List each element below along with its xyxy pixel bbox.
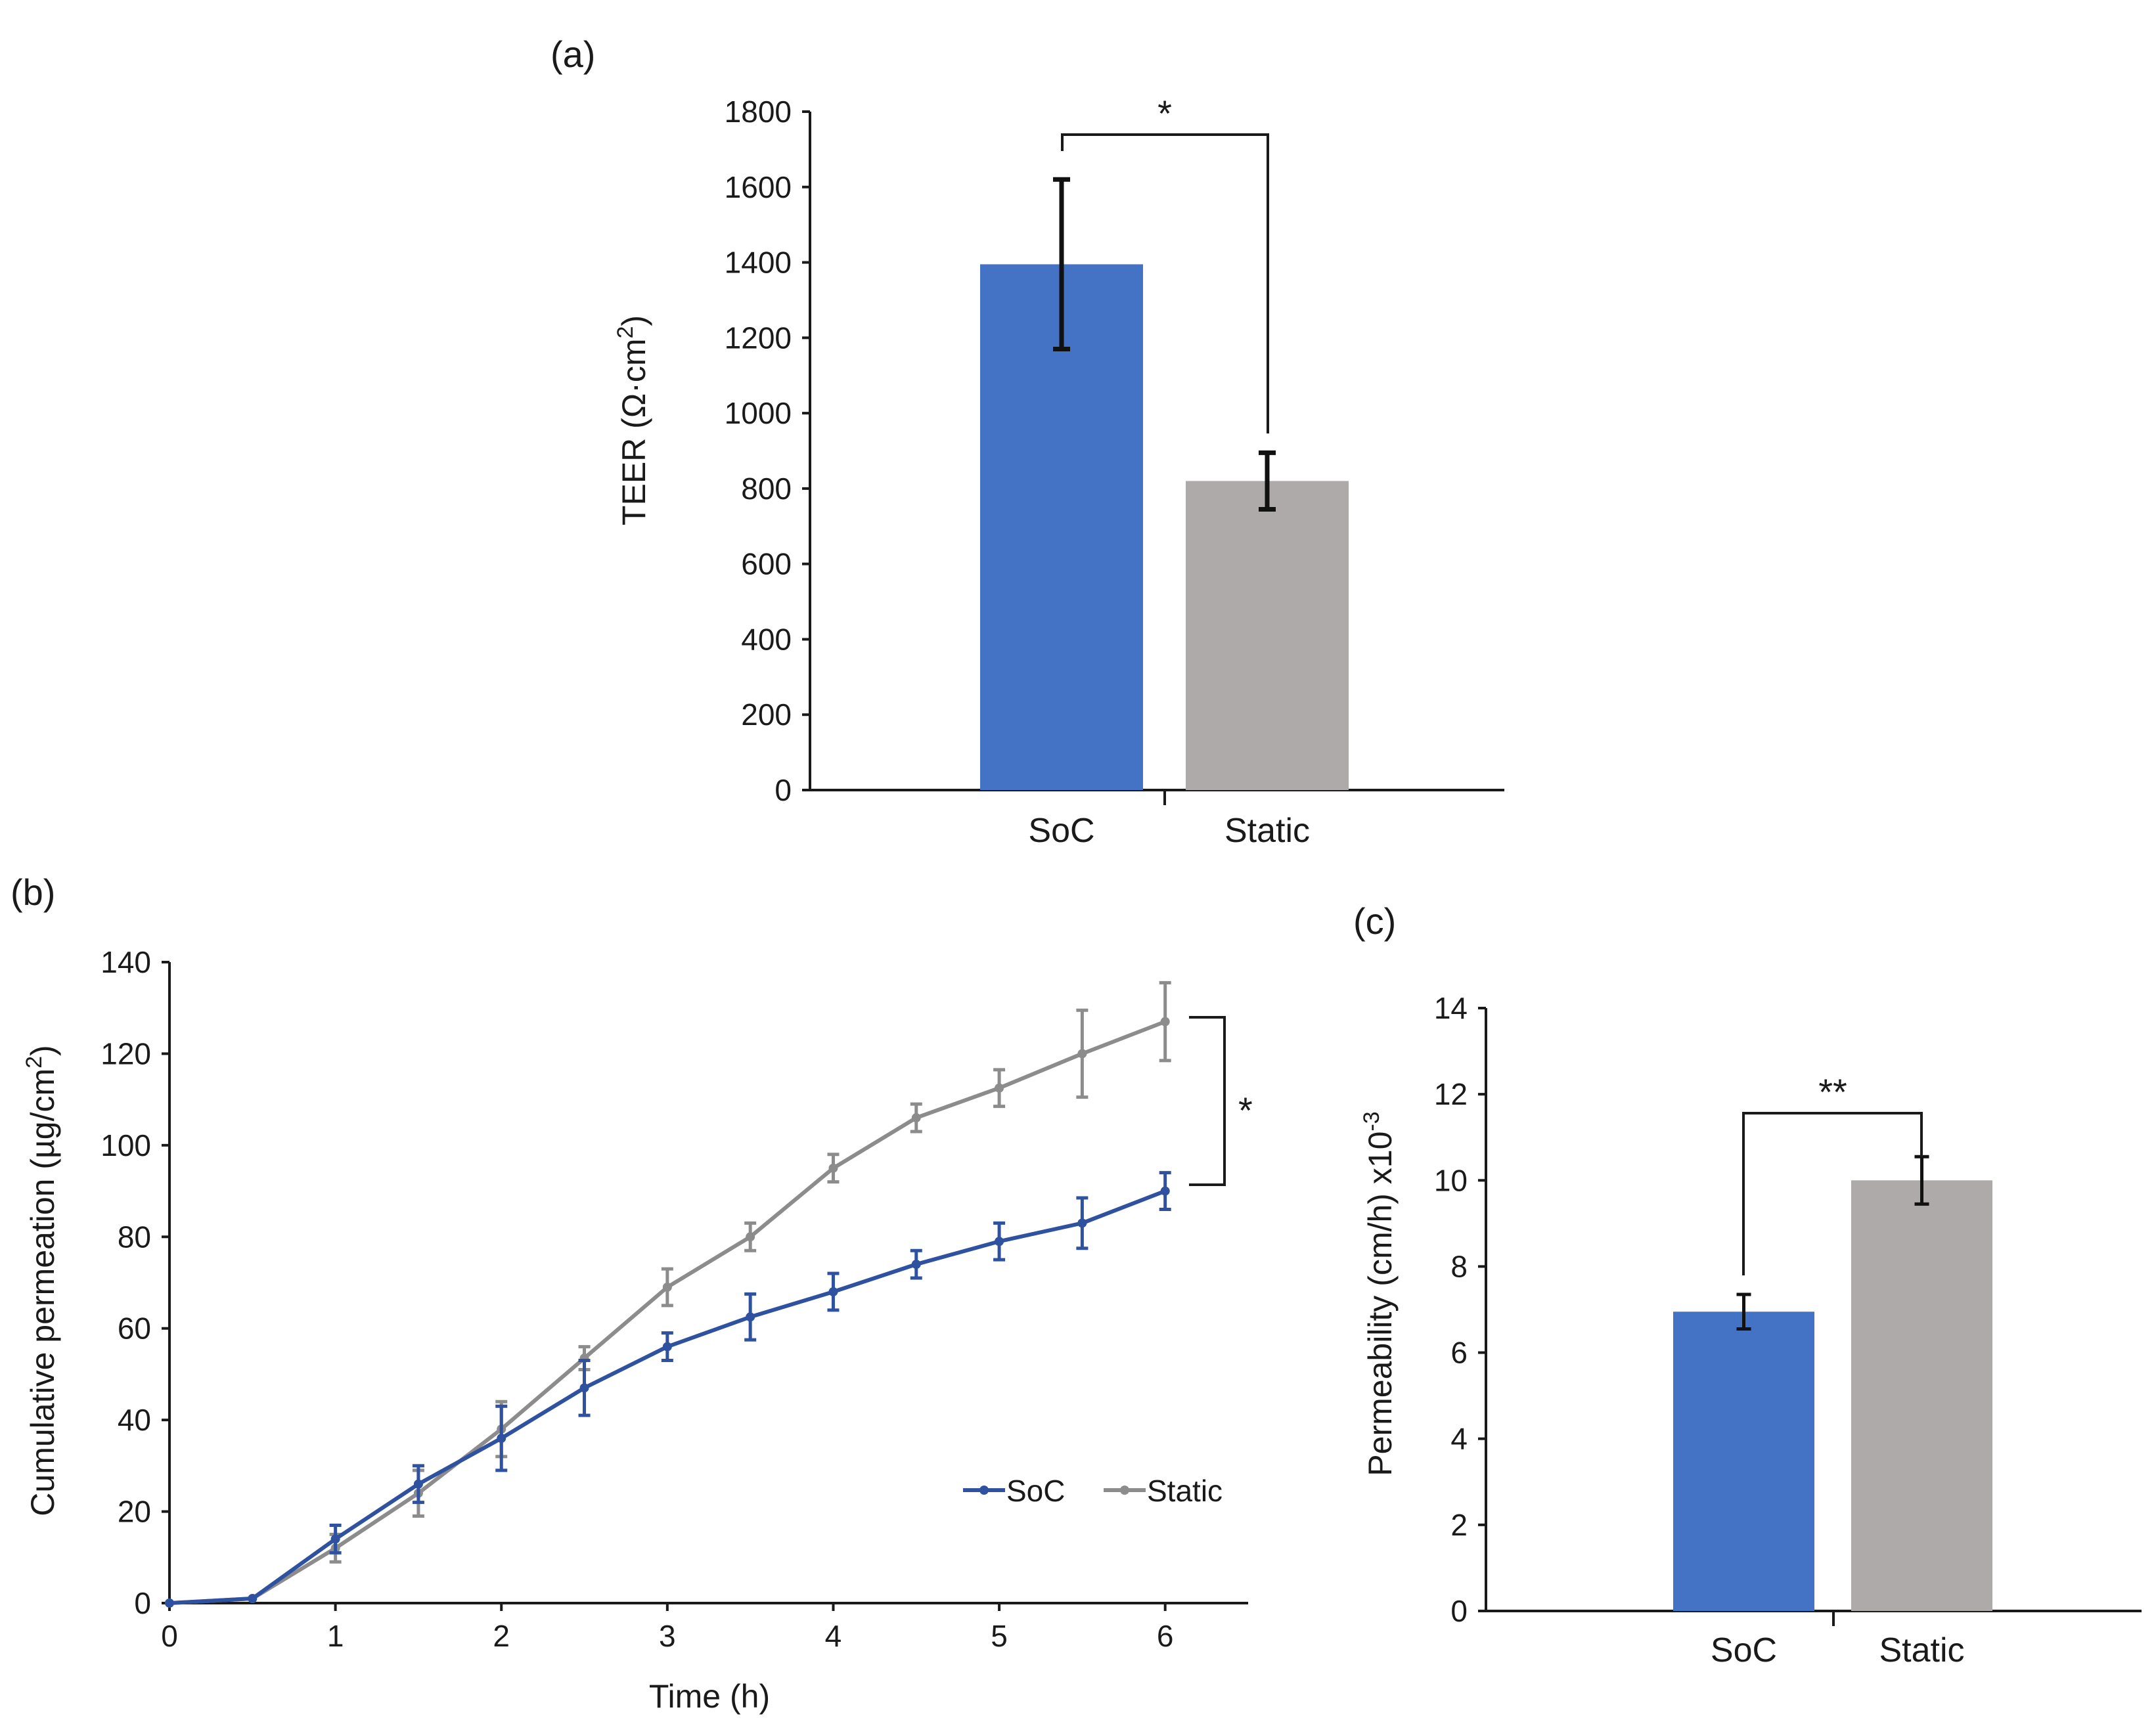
- bar-soc: [980, 264, 1143, 790]
- y-tick-label: 0: [134, 1586, 151, 1620]
- significance-mark-b: *: [1238, 1090, 1253, 1131]
- y-ticks-c: 0 2 4 6 8 10 12 14: [1434, 991, 1486, 1628]
- x-tick-label: 6: [1157, 1619, 1174, 1653]
- y-tick-label: 80: [118, 1220, 151, 1254]
- y-tick-label: 8: [1450, 1249, 1468, 1283]
- data-point-static: [911, 1113, 921, 1123]
- bars-a: [980, 264, 1349, 790]
- data-point-soc: [1077, 1218, 1087, 1228]
- data-point-soc: [1160, 1186, 1170, 1196]
- category-label-static: Static: [1224, 812, 1310, 850]
- y-tick-label: 200: [741, 697, 792, 732]
- data-point-static: [662, 1282, 672, 1292]
- data-point-soc: [828, 1287, 838, 1296]
- x-ticks-b: 0 1 2 3 4 5 6: [161, 1603, 1173, 1653]
- x-tick-label: 5: [991, 1619, 1008, 1653]
- significance-bracket-a: [1061, 133, 1269, 433]
- legend-marker-soc: [979, 1486, 989, 1495]
- y-tick-label: 4: [1450, 1422, 1468, 1456]
- x-tick-label: 3: [659, 1619, 676, 1653]
- lines-b: [165, 981, 1171, 1608]
- x-axis-label-b: Time (h): [649, 1678, 770, 1715]
- y-axis-label-a: TEER (Ω·cm2): [613, 315, 652, 525]
- data-point-soc: [165, 1599, 174, 1608]
- data-point-static: [995, 1083, 1004, 1093]
- y-tick-label: 20: [118, 1495, 151, 1529]
- y-tick-label: 0: [1450, 1594, 1468, 1628]
- y-tick-label: 2: [1450, 1508, 1468, 1542]
- panel-label-a: (a): [550, 33, 595, 75]
- data-point-soc: [579, 1383, 589, 1393]
- data-point-static: [1077, 1049, 1087, 1059]
- data-point-soc: [911, 1260, 921, 1269]
- y-tick-label: 10: [1434, 1163, 1468, 1197]
- chart-panel-a: (a) TEER (Ω·cm2) 0 200 400 600 800 1000 1200 14…: [550, 33, 1504, 850]
- significance-mark-c: **: [1818, 1071, 1847, 1113]
- series-line-soc: [169, 1189, 1166, 1605]
- data-point-soc: [497, 1434, 506, 1444]
- x-tick-label: 1: [327, 1619, 344, 1653]
- y-tick-label: 14: [1434, 991, 1468, 1025]
- x-tick-label: 4: [825, 1619, 842, 1653]
- y-tick-label: 120: [101, 1036, 151, 1070]
- category-label-static: Static: [1879, 1631, 1964, 1669]
- y-tick-label: 600: [741, 547, 792, 581]
- y-tick-label: 6: [1450, 1336, 1468, 1370]
- y-tick-label: 140: [101, 945, 151, 979]
- panel-label-c: (c): [1353, 900, 1396, 942]
- data-point-static: [746, 1232, 755, 1242]
- legend-label-static: Static: [1147, 1474, 1223, 1508]
- y-axis-label-c: Permeability (cm/h) x10-3: [1359, 1111, 1399, 1476]
- y-tick-label: 40: [118, 1403, 151, 1437]
- y-tick-label: 1600: [725, 170, 792, 204]
- legend-marker-static: [1120, 1486, 1129, 1495]
- significance-bracket-b: [1189, 1016, 1226, 1186]
- data-point-static: [828, 1163, 838, 1173]
- category-labels-a: SoC Static: [1028, 812, 1310, 850]
- data-point-soc: [746, 1312, 755, 1322]
- category-label-soc: SoC: [1028, 812, 1094, 850]
- y-tick-label: 1000: [725, 396, 792, 430]
- series-static: [165, 981, 1171, 1608]
- bar-static: [1186, 481, 1349, 790]
- y-ticks-a: 0 200 400 600 800 1000 1200 1400 1600 1800: [725, 95, 810, 807]
- data-point-soc: [413, 1479, 423, 1489]
- bar-soc: [1673, 1312, 1814, 1611]
- y-tick-label: 800: [741, 472, 792, 506]
- series-soc: [165, 1171, 1171, 1608]
- y-axis-label-b: Cumulative permeation (µg/cm2): [22, 1045, 61, 1516]
- bar-static: [1851, 1180, 1992, 1611]
- chart-panel-c: (c) Permeability (cm/h) x10-3 0 2 4 6 8 10 12 1…: [1353, 900, 2142, 1669]
- y-tick-label: 1800: [725, 95, 792, 129]
- data-point-soc: [248, 1594, 258, 1604]
- data-point-static: [1160, 1017, 1170, 1026]
- legend-b: SoC Static: [963, 1474, 1223, 1508]
- x-tick-label: 0: [161, 1619, 178, 1653]
- y-tick-label: 60: [118, 1312, 151, 1346]
- legend-label-soc: SoC: [1006, 1474, 1065, 1508]
- y-tick-label: 12: [1434, 1077, 1468, 1111]
- y-tick-label: 1200: [725, 320, 792, 355]
- bars-c: [1673, 1180, 1992, 1611]
- y-tick-label: 100: [101, 1128, 151, 1162]
- x-tick-label: 2: [493, 1619, 510, 1653]
- chart-panel-b: (b) Cumulative permeation (µg/cm2) 02040…: [11, 871, 1253, 1715]
- series-line-static: [169, 1019, 1166, 1605]
- panel-label-b: (b): [11, 871, 55, 913]
- y-tick-label: 0: [775, 773, 792, 807]
- significance-bracket-c: [1742, 1112, 1923, 1275]
- y-ticks-b: 0 20 40 60 80 100 120 140: [101, 945, 169, 1620]
- y-tick-label: 400: [741, 622, 792, 656]
- error-bars-a: [1053, 177, 1276, 512]
- data-point-soc: [662, 1342, 672, 1352]
- significance-mark-a: *: [1157, 93, 1172, 134]
- category-labels-c: SoC Static: [1711, 1631, 1965, 1669]
- category-label-soc: SoC: [1711, 1631, 1777, 1669]
- data-point-soc: [330, 1534, 340, 1544]
- data-point-soc: [995, 1237, 1004, 1246]
- y-tick-label: 1400: [725, 246, 792, 280]
